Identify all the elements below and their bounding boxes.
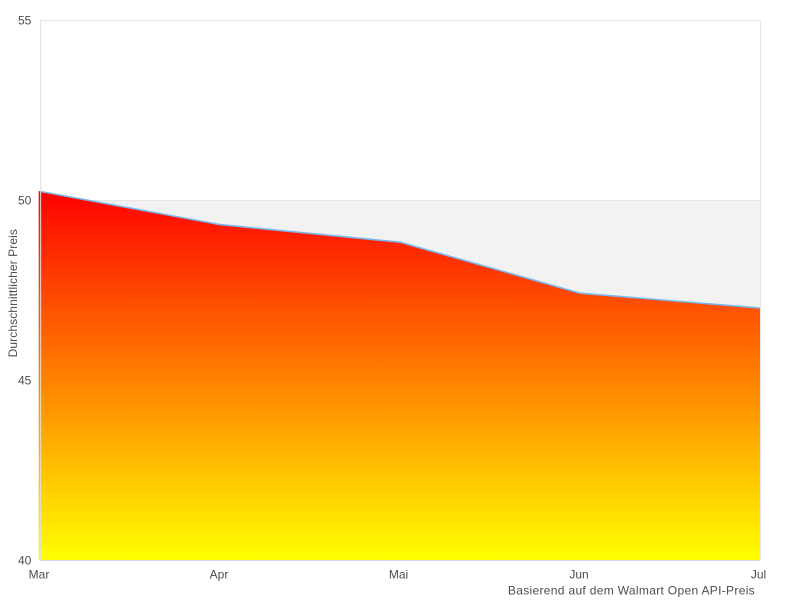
svg-text:Jul: Jul [751,568,766,582]
svg-text:45: 45 [18,374,32,388]
svg-text:Mar: Mar [29,568,50,582]
svg-text:40: 40 [18,554,32,568]
svg-text:Apr: Apr [210,568,229,582]
svg-text:50: 50 [18,194,32,208]
svg-text:Basierend auf dem Walmart Open: Basierend auf dem Walmart Open API-Preis [508,584,755,598]
svg-text:55: 55 [18,14,32,28]
svg-text:Mai: Mai [389,568,408,582]
svg-text:Jun: Jun [569,568,588,582]
svg-text:Durchschnittlicher Preis: Durchschnittlicher Preis [6,229,20,357]
